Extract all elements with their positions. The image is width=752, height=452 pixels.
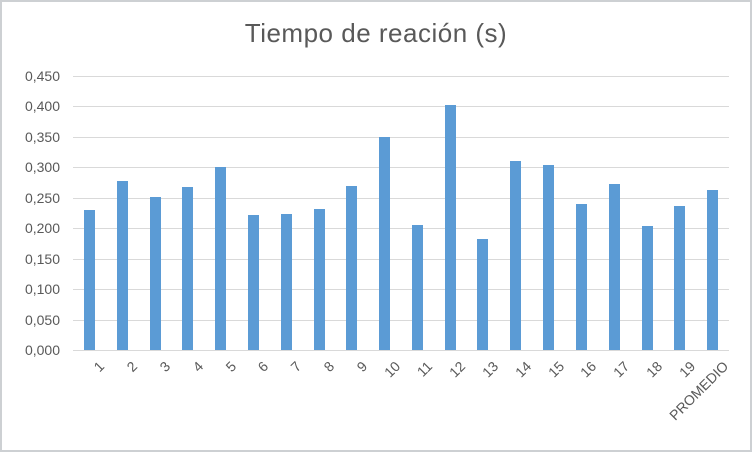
x-axis-category-label: 13 <box>478 358 502 381</box>
x-axis-category-label: 19 <box>675 358 699 381</box>
bar <box>84 210 95 350</box>
x-axis-category-label: 8 <box>320 358 338 375</box>
y-axis-tick-label: 0,250 <box>24 190 60 206</box>
bar <box>642 226 653 350</box>
gridline <box>73 228 729 229</box>
x-axis-category-label: 9 <box>353 358 371 375</box>
y-axis-tick-label: 0,200 <box>24 220 60 236</box>
x-axis-category-label: 12 <box>445 358 469 381</box>
bar <box>150 197 161 350</box>
x-axis-category-label: 2 <box>123 358 141 375</box>
gridline <box>73 167 729 168</box>
bar <box>379 137 390 350</box>
bar <box>248 215 259 350</box>
y-axis-tick-label: 0,050 <box>24 312 60 328</box>
gridline <box>73 106 729 107</box>
gridline <box>73 198 729 199</box>
bar <box>674 206 685 350</box>
bar <box>609 184 620 350</box>
x-axis-category-label: 10 <box>380 358 404 381</box>
x-axis-category-label: 11 <box>413 358 436 380</box>
bar <box>314 209 325 350</box>
y-axis-tick-label: 0,150 <box>24 251 60 267</box>
x-axis-category-label: 3 <box>156 358 174 375</box>
gridline <box>73 259 729 260</box>
bar <box>707 190 718 350</box>
x-axis-category-label: 5 <box>222 358 240 375</box>
bar <box>215 167 226 350</box>
x-axis-category-label: 18 <box>642 358 666 381</box>
y-axis-tick-label: 0,400 <box>24 98 60 114</box>
x-axis-category-label: 15 <box>544 358 568 381</box>
x-axis-category-label: 14 <box>511 358 535 381</box>
bar <box>281 214 292 350</box>
x-axis-category-label: 17 <box>609 358 633 381</box>
gridline <box>73 289 729 290</box>
bar <box>412 225 423 350</box>
x-axis-category-label: 1 <box>90 358 108 375</box>
y-axis-tick-label: 0,100 <box>24 281 60 297</box>
gridline <box>73 76 729 77</box>
bar <box>477 239 488 350</box>
x-axis-category-label: 7 <box>287 358 305 375</box>
gridline <box>73 137 729 138</box>
bar <box>346 186 357 350</box>
bar <box>510 161 521 350</box>
bar <box>543 165 554 350</box>
gridline <box>73 320 729 321</box>
y-axis-tick-label: 0,000 <box>24 342 60 358</box>
x-axis-category-label: 16 <box>576 358 600 381</box>
y-axis-tick-label: 0,300 <box>24 159 60 175</box>
gridline <box>73 350 729 351</box>
x-axis-category-label: 6 <box>254 358 272 375</box>
bar <box>182 187 193 350</box>
bar <box>117 181 128 350</box>
chart-title: Tiempo de reación (s) <box>244 18 508 48</box>
y-axis-tick-label: 0,450 <box>24 68 60 84</box>
x-axis-category-label: 4 <box>189 358 207 375</box>
y-axis-tick-label: 0,350 <box>24 129 60 145</box>
bar <box>445 105 456 350</box>
bar <box>576 204 587 350</box>
